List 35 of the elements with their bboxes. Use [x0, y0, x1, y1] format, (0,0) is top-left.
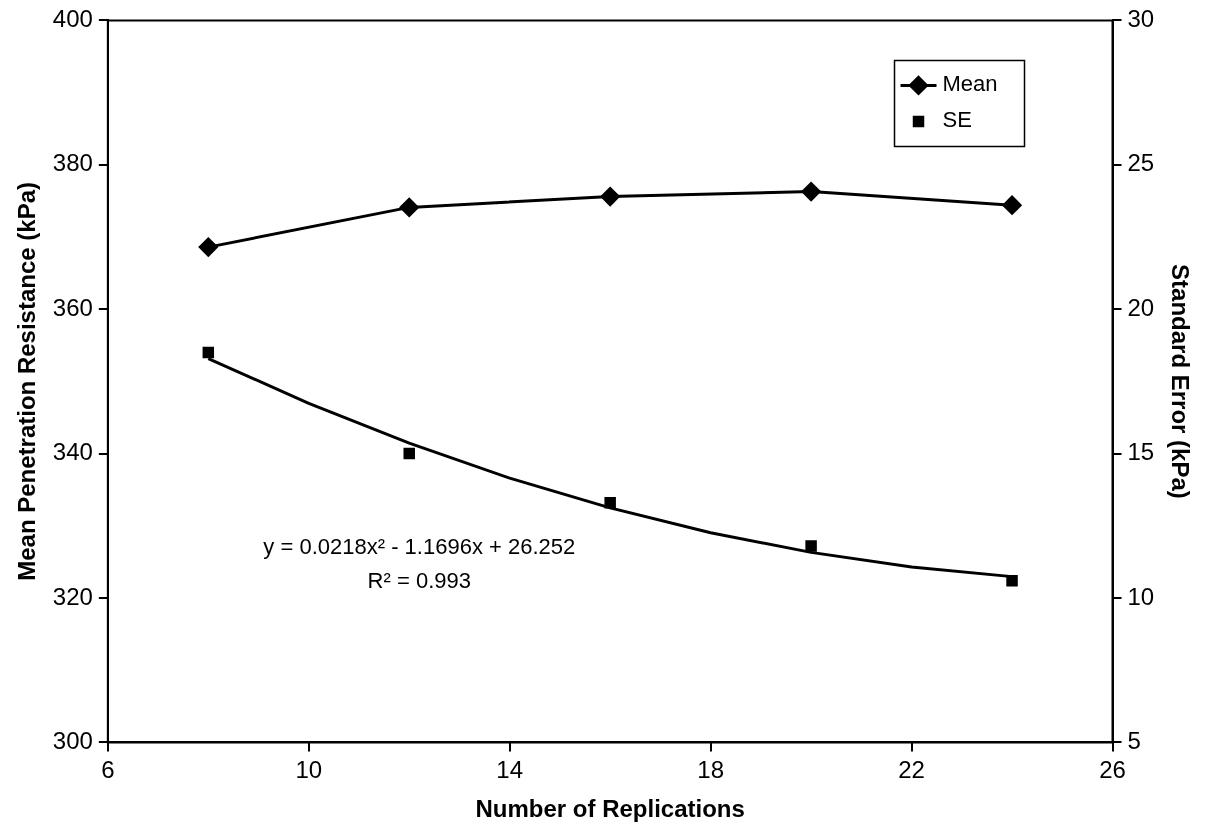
y2-tick-label: 30 [1127, 5, 1155, 33]
y2-tick-label: 10 [1127, 582, 1155, 610]
x-tick-label: 18 [697, 756, 724, 784]
y2-tick-label: 15 [1127, 438, 1155, 466]
y2-tick-label: 20 [1127, 293, 1155, 321]
point [1002, 195, 1022, 215]
point [604, 496, 616, 509]
point [399, 197, 419, 217]
point [202, 346, 215, 359]
y-tick-label: 360 [52, 293, 93, 321]
y-tick-label: 340 [52, 438, 93, 466]
y2-axis-title: Standard Error (kPa) [1166, 264, 1194, 499]
y-tick-label: 320 [52, 582, 93, 610]
x-tick-label: 6 [101, 756, 115, 784]
x-tick-label: 14 [496, 756, 524, 784]
y-tick-label: 300 [52, 727, 93, 755]
x-tick-label: 22 [898, 756, 925, 784]
point [1006, 574, 1018, 587]
point [403, 447, 415, 460]
x-axis-title: Number of Replications [475, 795, 745, 823]
y2-tick-label: 5 [1127, 727, 1141, 755]
point [198, 237, 218, 257]
x-tick-label: 26 [1099, 756, 1126, 784]
y2-tick-label: 25 [1127, 149, 1155, 177]
y-tick-label: 400 [52, 5, 93, 33]
point [805, 540, 817, 552]
annotation: R² = 0.993 [367, 567, 471, 593]
legend-label: SE [942, 107, 972, 133]
point [801, 182, 821, 202]
y-axis-title: Mean Penetration Resistance (kPa) [13, 181, 41, 581]
x-tick-label: 10 [295, 756, 323, 784]
point [600, 187, 620, 207]
annotation: y = 0.0218x² - 1.1696x + 26.252 [263, 533, 576, 559]
legend-label: Mean [942, 71, 998, 97]
y-tick-label: 380 [52, 149, 93, 177]
